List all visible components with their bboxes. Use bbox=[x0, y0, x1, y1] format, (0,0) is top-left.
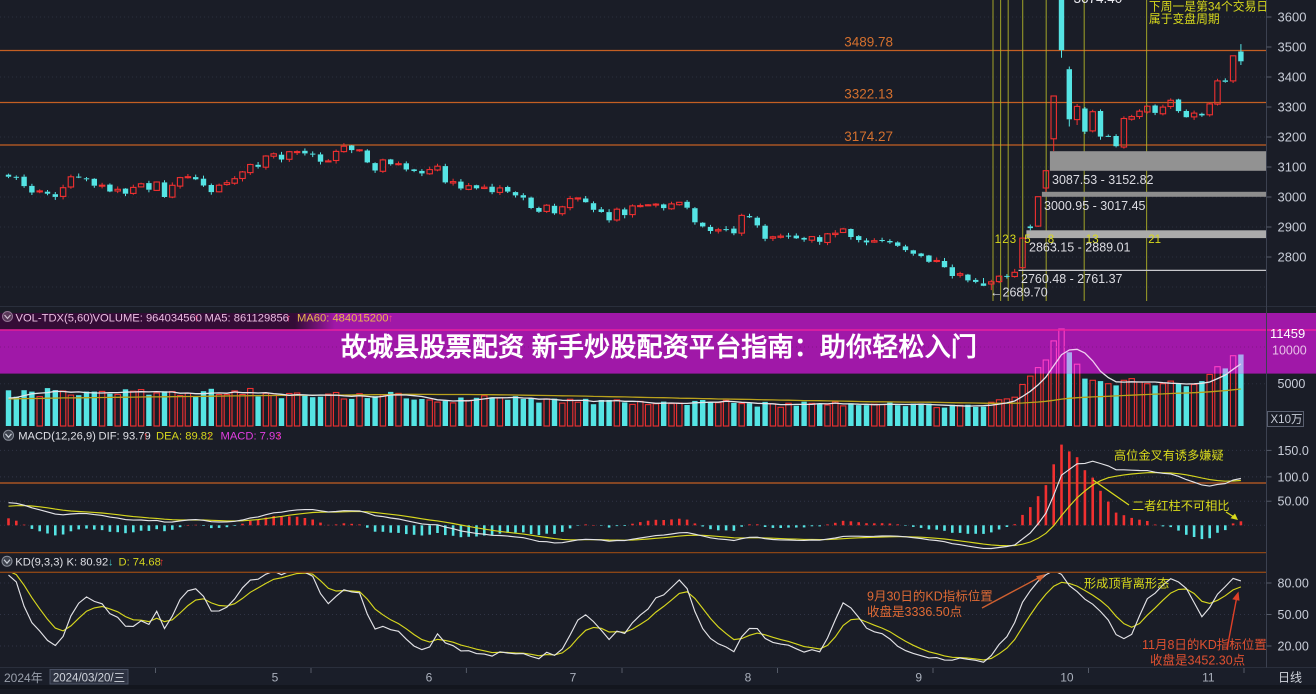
svg-text:3000.95 - 3017.45: 3000.95 - 3017.45 bbox=[1044, 199, 1146, 213]
svg-text:VOLUME: 964034560: VOLUME: 964034560 bbox=[93, 312, 202, 324]
svg-text:11459: 11459 bbox=[1270, 326, 1305, 341]
svg-text:6: 6 bbox=[426, 671, 433, 685]
svg-text:日线: 日线 bbox=[1278, 671, 1302, 685]
svg-text:8: 8 bbox=[745, 671, 752, 685]
svg-text:3174.27: 3174.27 bbox=[844, 129, 893, 144]
svg-text:3489.78: 3489.78 bbox=[844, 35, 893, 50]
svg-text:3300: 3300 bbox=[1278, 100, 1307, 115]
svg-text:8: 8 bbox=[1048, 234, 1054, 246]
svg-text:MA60: 484015200: MA60: 484015200 bbox=[297, 312, 388, 324]
svg-text:11: 11 bbox=[1202, 671, 1215, 685]
svg-text:3100: 3100 bbox=[1278, 160, 1307, 175]
svg-text:DIF: 93.79: DIF: 93.79 bbox=[99, 430, 151, 442]
svg-text:↑: ↑ bbox=[159, 556, 164, 568]
svg-text:21: 21 bbox=[1148, 234, 1161, 246]
svg-text:100.0: 100.0 bbox=[1278, 470, 1309, 484]
svg-text:VOL-TDX(5,60): VOL-TDX(5,60) bbox=[16, 312, 94, 324]
svg-text:3400: 3400 bbox=[1278, 70, 1307, 85]
svg-text:3500: 3500 bbox=[1278, 40, 1307, 55]
svg-text:1: 1 bbox=[995, 234, 1001, 246]
svg-text:D: 74.68: D: 74.68 bbox=[119, 556, 161, 568]
svg-text:高位金叉有诱多嫌疑: 高位金叉有诱多嫌疑 bbox=[1114, 448, 1224, 463]
svg-text:↑: ↑ bbox=[207, 430, 212, 442]
svg-text:5: 5 bbox=[272, 671, 279, 685]
svg-text:13: 13 bbox=[1086, 234, 1099, 246]
svg-text:2024/03/20/三: 2024/03/20/三 bbox=[53, 673, 125, 685]
svg-text:10000: 10000 bbox=[1272, 344, 1307, 358]
svg-text:10: 10 bbox=[1060, 671, 1074, 685]
svg-text:2: 2 bbox=[1002, 234, 1008, 246]
svg-text:2900: 2900 bbox=[1278, 220, 1307, 235]
svg-text:↑: ↑ bbox=[143, 430, 148, 442]
svg-text:2024年: 2024年 bbox=[4, 671, 43, 685]
svg-text:2800: 2800 bbox=[1278, 250, 1307, 265]
svg-text:20.00: 20.00 bbox=[1278, 640, 1309, 654]
svg-text:2760.48 - 2761.37: 2760.48 - 2761.37 bbox=[1021, 272, 1123, 286]
svg-text:3200: 3200 bbox=[1278, 130, 1307, 145]
svg-text:150.0: 150.0 bbox=[1278, 444, 1309, 458]
svg-text:MACD(12,26,9): MACD(12,26,9) bbox=[18, 430, 96, 442]
svg-text:↑: ↑ bbox=[276, 430, 281, 442]
svg-text:MA5: 861129856: MA5: 861129856 bbox=[205, 312, 289, 324]
svg-text:↑: ↑ bbox=[286, 312, 291, 324]
svg-text:9: 9 bbox=[915, 671, 922, 685]
svg-text:3: 3 bbox=[1010, 234, 1016, 246]
svg-text:↑: ↑ bbox=[388, 312, 393, 324]
svg-text:3000: 3000 bbox=[1278, 190, 1307, 205]
svg-text:K: 80.92: K: 80.92 bbox=[67, 556, 109, 568]
svg-text:下周一是第34个交易日: 下周一是第34个交易日 bbox=[1149, 0, 1268, 14]
svg-text:80.00: 80.00 bbox=[1278, 577, 1309, 591]
svg-text:X10万: X10万 bbox=[1271, 414, 1303, 426]
svg-text:属于变盘周期: 属于变盘周期 bbox=[1149, 12, 1220, 26]
svg-text:↓: ↓ bbox=[108, 556, 113, 568]
svg-text:MACD: 7.93: MACD: 7.93 bbox=[221, 430, 282, 442]
svg-text:DEA: 89.82: DEA: 89.82 bbox=[156, 430, 213, 442]
svg-text:3322.13: 3322.13 bbox=[844, 87, 893, 102]
svg-text:50.00: 50.00 bbox=[1278, 495, 1309, 509]
svg-text:←2689.70: ←2689.70 bbox=[990, 286, 1048, 300]
svg-text:故城县股票配资 新手炒股配资平台指南：助你轻松入门: 故城县股票配资 新手炒股配资平台指南：助你轻松入门 bbox=[341, 332, 977, 362]
svg-text:50.00: 50.00 bbox=[1278, 608, 1309, 622]
svg-text:7: 7 bbox=[570, 671, 577, 685]
svg-text:3674.40: 3674.40 bbox=[1074, 0, 1123, 6]
svg-text:3600: 3600 bbox=[1278, 10, 1307, 25]
svg-text:2863.15 - 2889.01: 2863.15 - 2889.01 bbox=[1029, 241, 1131, 255]
svg-text:11月8日的KD指标位置: 11月8日的KD指标位置 bbox=[1142, 637, 1267, 652]
svg-text:9月30日的KD指标位置: 9月30日的KD指标位置 bbox=[867, 589, 993, 604]
svg-text:二者红柱不可相比: 二者红柱不可相比 bbox=[1132, 498, 1230, 513]
svg-text:收盘是3336.50点: 收盘是3336.50点 bbox=[867, 604, 962, 619]
svg-text:5000: 5000 bbox=[1278, 377, 1306, 391]
svg-text:KD(9,3,3): KD(9,3,3) bbox=[15, 556, 63, 568]
svg-text:形成顶背离形态: 形成顶背离形态 bbox=[1084, 576, 1169, 591]
svg-text:收盘是3452.30点: 收盘是3452.30点 bbox=[1150, 653, 1245, 668]
svg-text:3087.53 - 3152.82: 3087.53 - 3152.82 bbox=[1052, 173, 1154, 187]
svg-text:5: 5 bbox=[1024, 234, 1030, 246]
svg-text:↑: ↑ bbox=[194, 312, 199, 324]
